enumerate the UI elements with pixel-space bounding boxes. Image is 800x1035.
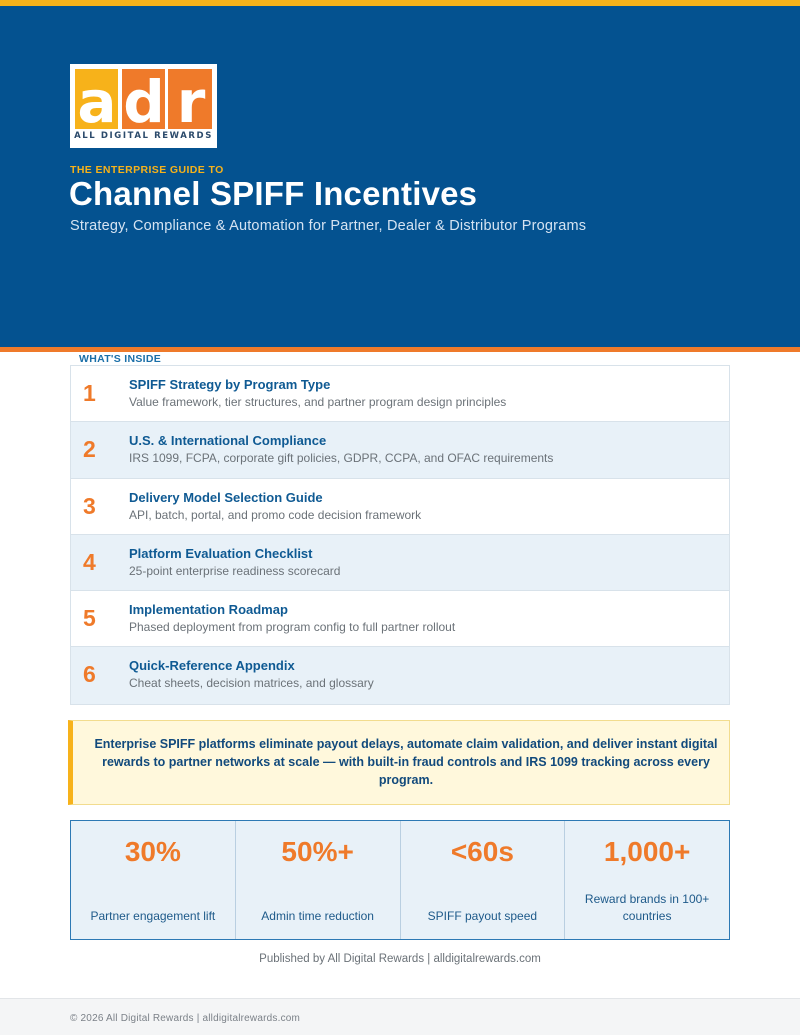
hero-eyebrow: THE ENTERPRISE GUIDE TO: [70, 164, 224, 176]
toc-title: U.S. & International Compliance: [129, 433, 327, 449]
toc-description: Value framework, tier structures, and pa…: [129, 395, 507, 409]
logo-letters: a d r: [77, 68, 206, 132]
stat-value: <60s: [450, 836, 514, 867]
toc-title: Delivery Model Selection Guide: [129, 489, 323, 505]
toc-description: Phased deployment from program config to…: [129, 620, 456, 635]
hero-banner: [0, 6, 800, 347]
toc-description: 25-point enterprise readiness scorecard: [129, 563, 341, 578]
page-subtitle: Strategy, Compliance & Automation for Pa…: [70, 218, 587, 234]
stat-label: Admin time reduction: [261, 909, 374, 923]
stat-reward-brands: 1,000+ Reward brands in 100+ countries: [565, 821, 729, 939]
toc-description: IRS 1099, FCPA, corporate gift policies,…: [129, 451, 554, 466]
logo-letter-a: a: [77, 68, 116, 132]
stats-panel: 30% Partner engagement lift 50%+ Admin t…: [70, 820, 730, 940]
toc-number: 5: [83, 605, 96, 632]
toc-item-5: 5 Implementation Roadmap Phased deployme…: [71, 591, 729, 648]
logo-letter-r: r: [177, 68, 206, 132]
stat-label: Reward brands in 100+ countries: [584, 892, 710, 923]
logo-block-orange-2: [168, 69, 212, 129]
logo-letter-d: d: [123, 68, 165, 132]
toc-number: 1: [83, 380, 96, 406]
toc-description: Cheat sheets, decision matrices, and glo…: [129, 676, 374, 691]
logo-tagline: ALL DIGITAL REWARDS: [74, 131, 213, 141]
table-of-contents: 1 SPIFF Strategy by Program Type Value f…: [70, 365, 730, 705]
stat-label: SPIFF payout speed: [427, 909, 538, 923]
top-accent-line: [0, 0, 800, 6]
logo-block-yellow: [75, 69, 118, 129]
toc-number: 4: [83, 548, 96, 575]
toc-title: Platform Evaluation Checklist: [129, 545, 313, 561]
callout-box: Enterprise SPIFF platforms eliminate pay…: [68, 720, 730, 805]
toc-number: 3: [83, 492, 96, 519]
stat-value: 50%+: [281, 836, 354, 867]
toc-number: 2: [83, 436, 96, 463]
stat-engagement: 30% Partner engagement lift: [71, 821, 236, 939]
page-footer: © 2026 All Digital Rewards | alldigitalr…: [0, 998, 800, 1035]
whats-inside-label: WHAT'S INSIDE: [79, 353, 162, 365]
toc-item-4: 4 Platform Evaluation Checklist 25-point…: [71, 534, 729, 592]
callout-text: Enterprise SPIFF platforms eliminate pay…: [94, 737, 718, 787]
hero-accent-stripe: [0, 347, 800, 352]
stat-value: 30%: [124, 836, 181, 867]
toc-title: SPIFF Strategy by Program Type: [129, 377, 331, 392]
stat-admin-time: 50%+ Admin time reduction: [236, 821, 401, 939]
toc-item-1: 1 SPIFF Strategy by Program Type Value f…: [71, 366, 729, 423]
page-title: Channel SPIFF Incentives: [69, 175, 478, 212]
logo-block-orange-1: [122, 69, 165, 129]
published-by-line: Published by All Digital Rewards | alldi…: [259, 953, 541, 965]
stat-label: Partner engagement lift: [90, 909, 216, 923]
stat-payout-speed: <60s SPIFF payout speed: [401, 821, 566, 939]
toc-title: Implementation Roadmap: [129, 602, 288, 618]
toc-item-6: 6 Quick-Reference Appendix Cheat sheets,…: [71, 647, 729, 704]
adr-logo: a d r ALL DIGITAL REWARDS: [70, 64, 217, 148]
footer-copyright: © 2026 All Digital Rewards | alldigitalr…: [70, 1013, 301, 1024]
toc-item-2: 2 U.S. & International Compliance IRS 10…: [71, 422, 729, 479]
toc-number: 6: [83, 661, 96, 688]
stat-value: 1,000+: [603, 836, 691, 867]
toc-item-3: 3 Delivery Model Selection Guide API, ba…: [71, 478, 729, 535]
toc-title: Quick-Reference Appendix: [129, 658, 295, 674]
toc-description: API, batch, portal, and promo code decis…: [129, 507, 422, 522]
